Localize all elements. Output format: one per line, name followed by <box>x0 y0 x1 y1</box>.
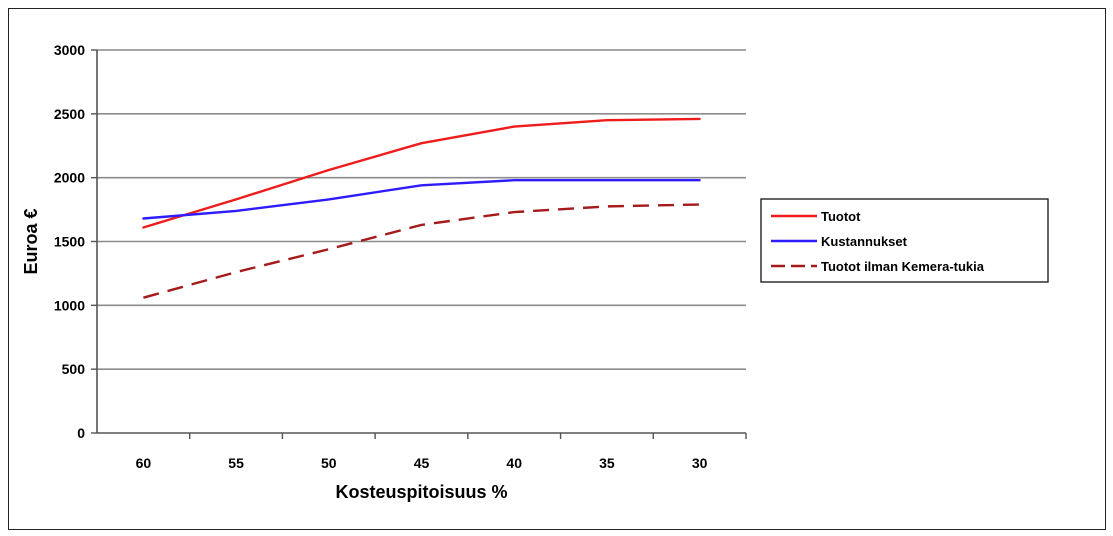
y-tick-label: 500 <box>62 361 86 377</box>
x-tick-label: 60 <box>136 455 152 471</box>
chart-frame: 0 500 1000 1500 2000 2500 3000 60 55 50 45 40 35 30 … <box>8 8 1106 530</box>
x-tick-label: 45 <box>414 455 430 471</box>
y-tick-label: 3000 <box>54 42 85 58</box>
axes <box>91 49 747 439</box>
legend-label-1: Tuotot <box>821 209 861 224</box>
x-tick-labels: 60 55 50 45 40 35 30 <box>136 455 708 471</box>
legend-label-2: Kustannukset <box>821 234 908 249</box>
series-line-1 <box>142 117 701 229</box>
x-tick-label: 35 <box>599 455 615 471</box>
y-axis-title: Euroa € <box>21 208 41 274</box>
y-tick-label: 2500 <box>54 106 85 122</box>
series-line-3 <box>143 203 700 299</box>
x-tick-label: 40 <box>506 455 522 471</box>
y-tick-label: 2000 <box>54 170 85 186</box>
y-tick-labels: 0 500 1000 1500 2000 2500 3000 <box>54 42 85 441</box>
gridlines <box>97 49 746 370</box>
y-tick-label: 0 <box>77 425 85 441</box>
legend-label-3: Tuotot ilman Kemera-tukia <box>821 259 985 274</box>
x-tick-label: 50 <box>321 455 337 471</box>
x-tick-label: 55 <box>228 455 244 471</box>
y-tick-label: 1500 <box>54 234 85 250</box>
y-tick-label: 1000 <box>54 297 85 313</box>
x-tick-label: 30 <box>692 455 708 471</box>
x-axis-title: Kosteuspitoisuus % <box>335 482 507 502</box>
series-line-2 <box>142 178 701 220</box>
legend: Tuotot Kustannukset Tuotot ilman Kemera-tu… <box>760 198 1049 283</box>
series-lines <box>142 117 701 299</box>
